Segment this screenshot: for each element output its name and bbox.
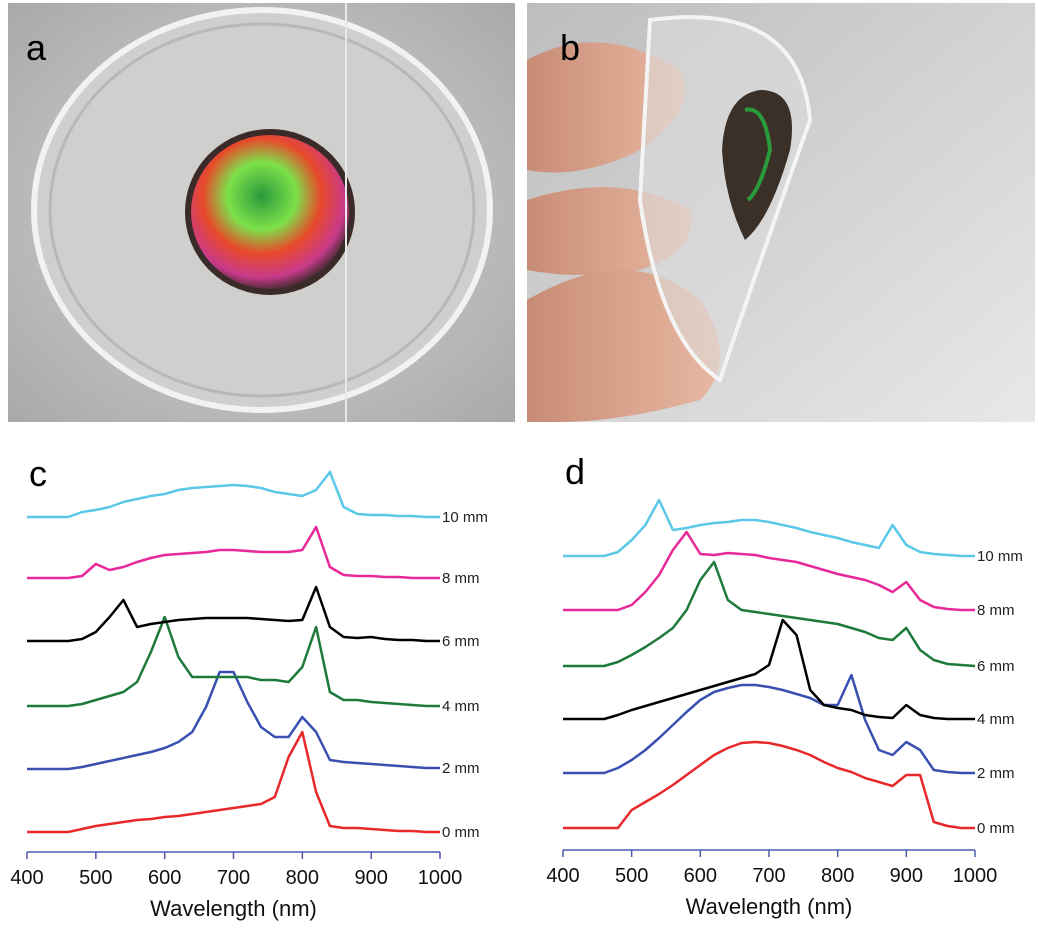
series-label: 0 mm [442,824,480,841]
spectrum-line [563,620,975,719]
photo-label: a [26,27,47,68]
spectrum-line [563,562,975,666]
x-tick-label: 1000 [418,867,463,889]
spectrum-line [563,742,975,828]
spectrum-line [27,617,440,706]
series-label: 4 mm [442,698,480,715]
spectrum-line [563,532,975,610]
x-tick-label: 600 [148,867,181,889]
panel-label: d [565,451,585,492]
series-label: 0 mm [977,820,1015,837]
series-label: 8 mm [442,570,480,587]
x-tick-label: 600 [684,865,717,887]
spectrum-line [563,500,975,556]
series-label: 6 mm [977,658,1015,675]
spectrum-line [27,527,440,578]
x-tick-label: 900 [354,867,387,889]
x-tick-label: 400 [10,867,43,889]
x-tick-label: 500 [615,865,648,887]
x-tick-label: 700 [217,867,250,889]
x-tick-label: 1000 [953,865,998,887]
photo-label: b [560,27,580,68]
x-tick-label: 800 [286,867,319,889]
series-label: 10 mm [442,509,488,526]
x-tick-label: 800 [821,865,854,887]
figure: a b c 400 500 600 700 800 900 1000 Wavelength (n… [0,0,1038,935]
spectrum-line [563,675,975,773]
x-axis-label: Wavelength (nm) [150,896,317,921]
spectrum-line [27,672,440,769]
photo-a [8,3,515,422]
panel-label: c [29,453,47,494]
series-label: 8 mm [977,602,1015,619]
x-tick-label: 900 [890,865,923,887]
spectrum-line [27,587,440,641]
x-tick-label: 700 [752,865,785,887]
photo-b [527,3,1035,422]
spectrum-line [27,472,440,517]
series-label: 10 mm [977,548,1023,565]
series-label: 2 mm [442,760,480,777]
series-label: 4 mm [977,711,1015,728]
x-tick-label: 500 [79,867,112,889]
spectrum-line [27,732,440,832]
series-label: 2 mm [977,765,1015,782]
x-axis-label: Wavelength (nm) [686,894,853,919]
x-tick-label: 400 [546,865,579,887]
series-label: 6 mm [442,633,480,650]
